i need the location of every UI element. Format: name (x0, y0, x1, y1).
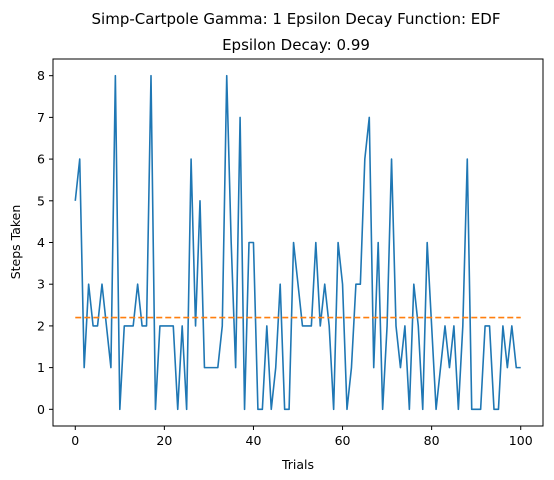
y-axis-label: Steps Taken (8, 205, 23, 280)
y-tick-label: 2 (37, 318, 45, 333)
x-axis-label: Trials (281, 457, 314, 472)
y-tick-label: 7 (37, 110, 45, 125)
x-ticks: 0 20 40 60 80 100 (71, 426, 533, 448)
plot-frame (52, 58, 544, 427)
steps-series-line (74, 74, 521, 411)
chart-title: Simp-Cartpole Gamma: 1 Epsilon Decay Fun… (92, 10, 501, 28)
y-tick-label: 6 (37, 152, 45, 167)
y-tick-label: 3 (37, 277, 45, 292)
x-tick-label: 40 (246, 433, 262, 448)
chart-subtitle: Epsilon Decay: 0.99 (222, 36, 370, 54)
x-tick-label: 80 (424, 433, 440, 448)
x-tick-label: 100 (509, 433, 533, 448)
y-tick-label: 4 (37, 235, 45, 250)
y-tick-label: 5 (37, 193, 45, 208)
series-lines (74, 74, 521, 411)
y-tick-label: 8 (37, 68, 45, 83)
y-tick-label: 0 (37, 402, 45, 417)
y-tick-label: 1 (37, 360, 45, 375)
x-tick-label: 20 (156, 433, 172, 448)
y-ticks: 0 1 2 3 4 5 6 7 8 (37, 68, 53, 417)
x-tick-label: 0 (71, 433, 79, 448)
x-tick-label: 60 (335, 433, 351, 448)
